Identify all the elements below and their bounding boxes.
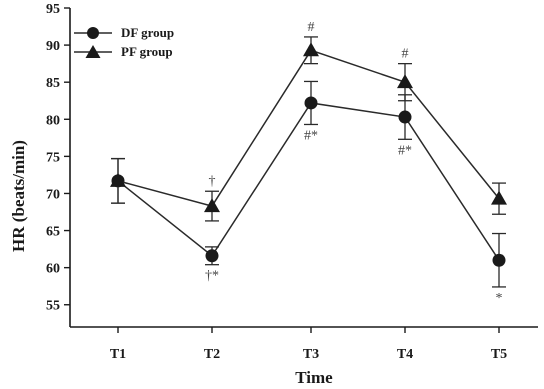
x-tick-label: T1 [110, 347, 126, 362]
y-tick-label: 80 [46, 113, 60, 128]
significance-marker-df: #* [304, 128, 318, 143]
data-point-triangle [397, 74, 413, 89]
x-axis-title: Time [295, 368, 333, 387]
significance-marker-df: #* [398, 143, 412, 158]
data-point-circle [304, 96, 318, 110]
data-point-triangle [491, 190, 507, 205]
x-tick-label: T2 [204, 347, 220, 362]
x-tick-label: T5 [491, 347, 507, 362]
series-layer [110, 36, 507, 288]
y-tick-label: 70 [46, 187, 60, 202]
significance-marker-pf: # [308, 20, 315, 35]
y-tick-label: 95 [46, 2, 60, 17]
data-point-circle [205, 249, 219, 263]
y-axis-title: HR (beats/min) [9, 140, 28, 252]
y-tick-label: 90 [46, 39, 60, 54]
y-tick-label: 60 [46, 262, 60, 277]
x-tick-label: T3 [303, 347, 319, 362]
data-point-triangle [110, 172, 126, 187]
y-tick-label: 65 [46, 225, 60, 240]
x-tick-label: T4 [397, 347, 413, 362]
y-axis: 55 60 65 70 75 80 85 90 95 [46, 2, 70, 314]
legend-marker-pf [85, 45, 101, 58]
data-point-triangle [303, 42, 319, 57]
legend-label-df: DF group [121, 25, 174, 40]
data-point-circle [398, 110, 412, 124]
data-point-triangle [204, 198, 220, 213]
significance-marker-df: †* [205, 269, 219, 284]
x-axis: T1 T2 T3 T4 T5 [110, 327, 507, 362]
y-tick-label: 55 [46, 299, 60, 314]
significance-marker-df: * [496, 291, 503, 306]
y-tick-label: 75 [46, 150, 60, 165]
y-tick-label: 85 [46, 76, 60, 91]
legend: DF group PF group [74, 25, 174, 59]
data-point-circle [492, 253, 506, 267]
significance-marker-pf: # [402, 47, 409, 62]
annotation-layer: †* #* #* * † # # [205, 20, 503, 306]
legend-label-pf: PF group [121, 44, 173, 59]
series-line-0 [117, 102, 500, 261]
significance-marker-pf: † [209, 174, 216, 189]
legend-marker-df [87, 27, 99, 39]
